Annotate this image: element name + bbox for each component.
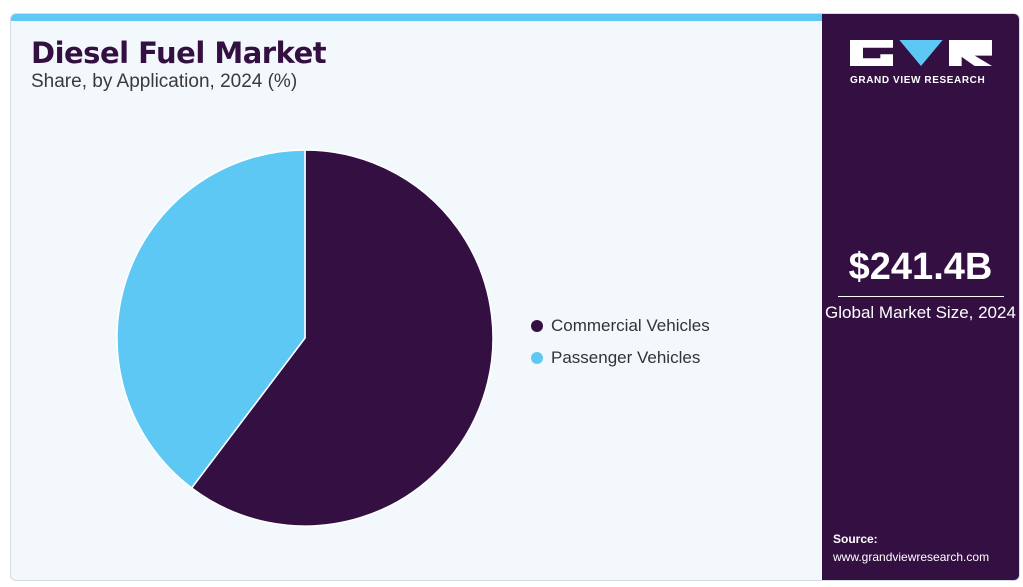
logo-text: GRAND VIEW RESEARCH (850, 75, 986, 86)
pie-slice-passenger-vehicles (116, 149, 306, 490)
legend-label: Commercial Vehicles (551, 316, 710, 335)
logo-v-mark (899, 40, 943, 66)
logo-g-mark (850, 40, 894, 66)
source-link[interactable]: www.grandviewresearch.com (833, 550, 990, 564)
pie-slice-commercial-vehicles (190, 149, 494, 527)
market-size-value: $241.4B (848, 246, 993, 288)
chart-card: Diesel Fuel Market Share, by Application… (10, 13, 1020, 581)
accent-bar (11, 14, 822, 21)
logo-icon (850, 40, 992, 66)
legend-swatch (531, 320, 543, 332)
chart-subtitle: Share, by Application, 2024 (%) (31, 71, 298, 92)
pie-chart (116, 149, 494, 527)
brand-logo: GRAND VIEW RESEARCH (850, 40, 992, 86)
source-label: Source: (833, 532, 878, 546)
legend-swatch (531, 352, 543, 364)
legend-item-passenger-vehicles: Passenger Vehicles (531, 342, 710, 374)
legend-label: Passenger Vehicles (551, 348, 701, 367)
legend-item-commercial-vehicles: Commercial Vehicles (531, 310, 710, 342)
info-sidebar: GRAND VIEW RESEARCH $241.4B Global Marke… (822, 14, 1019, 580)
chart-title: Diesel Fuel Market (31, 36, 327, 70)
chart-legend: Commercial Vehicles Passenger Vehicles (531, 310, 710, 374)
divider (838, 296, 1004, 297)
market-size-label: Global Market Size, 2024 (825, 303, 1016, 322)
logo-r-mark (948, 40, 992, 66)
